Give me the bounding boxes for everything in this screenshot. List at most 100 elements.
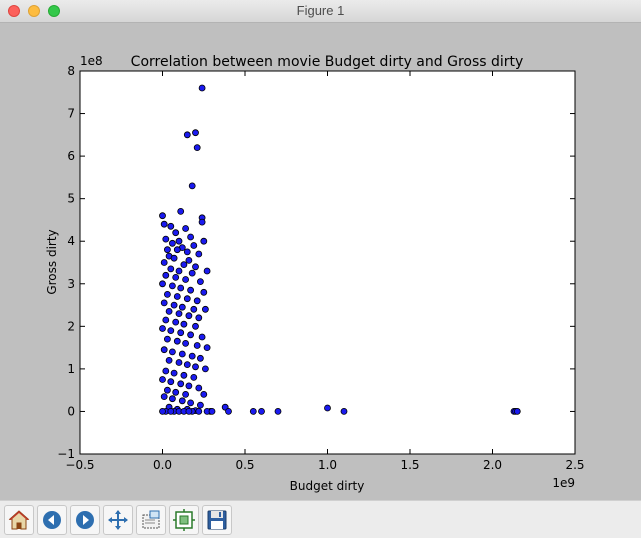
zoom-window-button[interactable] [48,5,60,17]
scatter-point [160,346,168,354]
y-offset-text: 1e8 [80,54,103,68]
scatter-point [190,305,198,313]
scatter-point [170,254,178,262]
scatter-point [175,310,183,318]
scatter-point [160,299,168,307]
y-tick-label: 3 [67,277,75,291]
scatter-point [180,371,188,379]
scatter-point [168,282,176,290]
window-title: Figure 1 [296,3,345,18]
chart-title: Correlation between movie Budget dirty a… [131,54,524,70]
scatter-point [168,348,176,356]
title-bar[interactable]: Figure 1 [0,0,641,23]
scatter-point [170,369,178,377]
scatter-point [177,380,185,388]
home-button[interactable] [4,505,34,535]
scatter-point [198,84,206,92]
scatter-point [172,229,180,237]
scatter-point [196,354,204,362]
x-tick-label: −0.5 [65,458,94,472]
scatter-point [159,325,166,332]
y-tick-label: 1 [67,362,75,376]
scatter-point [165,307,173,315]
y-tick-label: 2 [67,319,75,333]
scatter-point [193,144,201,151]
scatter-point [175,267,183,275]
scatter-point [163,335,171,343]
y-tick-label: 6 [67,149,75,163]
scatter-point [195,407,203,415]
x-tick-label: 1.0 [318,458,337,472]
scatter-point [163,386,171,394]
scatter-point [159,212,166,220]
y-axis-label: Gross dirty [45,229,59,294]
scatter-point [180,261,188,269]
scatter-point [167,265,175,273]
home-icon [8,510,30,530]
scatter-point [175,359,183,366]
scatter-point [178,350,186,358]
scatter-point [195,314,203,322]
scatter-point [180,320,188,328]
scatter-point [177,207,185,215]
scatter-point [196,401,204,409]
scatter-point [188,269,196,277]
scatter-point [192,129,199,137]
scatter-point [159,280,166,288]
scatter-point [163,246,171,254]
scatter-point [190,373,198,381]
scatter-point [192,263,199,271]
axis-ticks: −0.5 0.0 0.5 1.0 1.5 2.0 2.5 −1 0 1 2 3 4 5 6 7 8 [57,64,584,472]
scatter-point [185,256,193,264]
minimize-window-button[interactable] [28,5,40,17]
close-window-button[interactable] [8,5,20,17]
scatter-point [185,312,193,320]
scatter-point [183,248,191,256]
scatter-point [167,407,175,415]
scatter-point [182,276,190,283]
scatter-point [200,288,208,296]
y-tick-label: −1 [57,447,75,461]
scatter-point [160,220,168,228]
forward-button[interactable] [70,505,100,535]
scatter-point [183,131,191,139]
scatter-point [183,295,191,303]
zoom-rect-icon [142,510,160,529]
forward-arrow-icon [76,511,94,529]
figure-canvas[interactable]: −0.5 0.0 0.5 1.0 1.5 2.0 2.5 −1 0 1 2 3 4 5 6 7 8 Correl… [0,23,641,499]
scatter-point [188,182,196,190]
scatter-point [167,378,175,386]
back-button[interactable] [37,505,67,535]
x-axis-label: Budget dirty [290,479,365,493]
scatter-point [188,352,196,360]
scatter-point [274,407,282,415]
x-tick-label: 2.5 [565,458,584,472]
save-button[interactable] [202,505,232,535]
subplots-button[interactable] [169,505,199,535]
y-tick-label: 0 [67,404,75,418]
y-tick-label: 7 [67,107,75,121]
scatter-point [163,290,171,298]
scatter-point [198,218,206,226]
back-arrow-icon [43,511,61,529]
scatter-point [162,271,170,279]
scatter-point [170,301,178,309]
pan-button[interactable] [103,505,133,535]
scatter-point [187,399,195,407]
scatter-point [340,407,348,415]
scatter-point [165,356,173,364]
scatter-point [160,259,168,266]
navigation-toolbar [0,500,641,538]
zoom-button[interactable] [136,505,166,535]
scatter-point [324,404,331,412]
scatter-point [168,395,176,403]
scatter-point [172,273,180,281]
scatter-point [182,390,190,398]
scatter-point [185,382,193,390]
scatter-point [167,327,175,335]
scatter-point [200,390,208,398]
x-tick-label: 0.0 [153,458,172,472]
scatter-point [196,278,204,286]
x-tick-label: 1.5 [400,458,419,472]
scatter-point [200,237,208,245]
